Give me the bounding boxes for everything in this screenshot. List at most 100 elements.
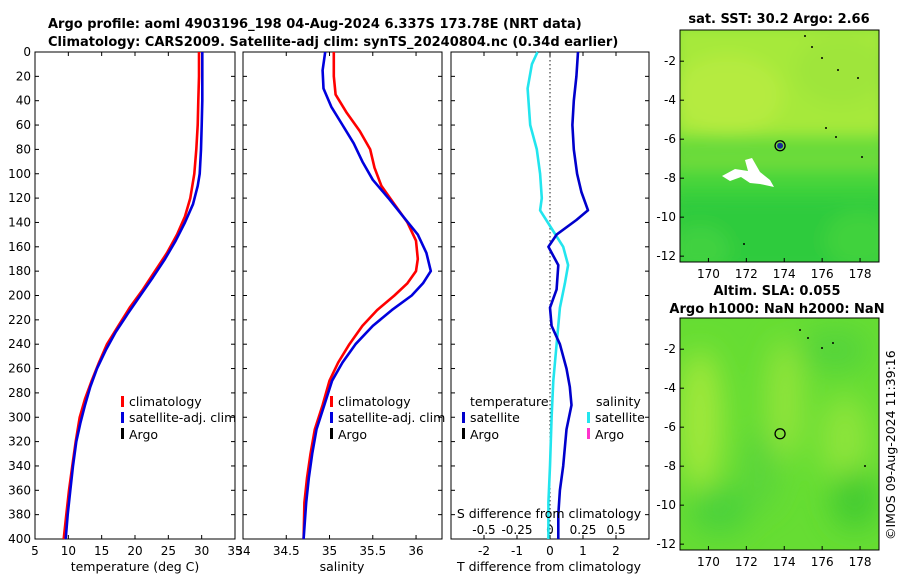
map-x-tick-label: 170 — [697, 555, 720, 569]
x-tick-label: 20 — [127, 544, 142, 558]
legend-swatch-t-argo — [462, 428, 465, 439]
legend-label-t-satellite: satellite — [470, 410, 520, 425]
satellite-salinity-line — [302, 51, 433, 540]
satellite-s-difference-line — [526, 51, 570, 539]
legend-swatch-satellite — [330, 412, 333, 423]
s-diff-tick-label: -0.5 — [472, 523, 495, 537]
map-y-tick-label: -2 — [664, 54, 676, 68]
y-tick-label: 120 — [8, 191, 31, 205]
y-tick-label: 60 — [16, 118, 31, 132]
legend-swatch-climatology — [121, 396, 124, 407]
salinity-xlabel: salinity — [320, 559, 365, 574]
map-y-tick-label: -10 — [656, 210, 676, 224]
x-tick-label: 5 — [31, 544, 39, 558]
y-tick-label: 220 — [8, 313, 31, 327]
x-tick-label: 25 — [161, 544, 176, 558]
map-y-tick-label: -12 — [656, 249, 676, 263]
figure-title-line2: Climatology: CARS2009. Satellite-adj cli… — [48, 35, 618, 50]
map-x-tick-label: 170 — [697, 267, 720, 281]
legend-label-climatology: climatology — [338, 394, 411, 409]
sla-map-field — [680, 318, 879, 550]
satellite-temperature-line — [64, 52, 204, 540]
difference-legend: temperature salinity satellite Argo sate… — [462, 394, 645, 442]
map-y-tick-label: -6 — [664, 132, 676, 146]
s-difference-label: S difference from climatology — [457, 506, 642, 521]
legend-swatch-argo — [121, 428, 124, 439]
legend-swatch-s-argo — [587, 428, 590, 439]
y-tick-label: 280 — [8, 386, 31, 400]
credit-label: ©IMOS 09-Aug-2024 11:39:16 — [883, 350, 898, 540]
y-tick-label: 360 — [8, 483, 31, 497]
map-x-tick-label: 178 — [849, 555, 872, 569]
sla-map-title-line1: Altim. SLA: 0.055 — [714, 284, 841, 299]
sla-map-title-line2: Argo h1000: NaN h2000: NaN — [669, 302, 884, 317]
legend-label-satellite: satellite-adj. clim — [129, 410, 236, 425]
legend-swatch-climatology — [330, 396, 333, 407]
y-tick-label: 160 — [8, 240, 31, 254]
x-tick-label: 2 — [612, 544, 620, 558]
x-tick-label: -2 — [478, 544, 490, 558]
sla-map-panel: Altim. SLA: 0.055 Argo h1000: NaN h2000:… — [656, 284, 884, 569]
argo-position-marker — [774, 140, 786, 152]
x-tick-label: 10 — [61, 544, 76, 558]
y-tick-label: 240 — [8, 337, 31, 351]
sst-map-panel: sat. SST: 30.2 Argo: 2.66 170 172 174 176 17… — [656, 12, 880, 281]
s-diff-tick-label: 0 — [546, 523, 554, 537]
y-tick-label: 20 — [16, 69, 31, 83]
y-tick-label: 380 — [8, 508, 31, 522]
y-tick-label: 140 — [8, 215, 31, 229]
legend-label-argo: Argo — [338, 427, 367, 442]
y-tick-label: 40 — [16, 94, 31, 108]
argo-position-marker — [774, 428, 786, 440]
legend-swatch-t-satellite — [462, 412, 465, 423]
legend-swatch-satellite — [121, 412, 124, 423]
map-y-tick-label: -12 — [656, 537, 676, 551]
legend-title-temperature: temperature — [470, 394, 549, 409]
map-y-tick-label: -4 — [664, 93, 676, 107]
s-diff-tick-label: 0.5 — [606, 523, 625, 537]
t-difference-xlabel: T difference from climatology — [456, 559, 642, 574]
y-tick-label: 100 — [8, 167, 31, 181]
salinity-panel: 34 34.5 35 35.5 36 salinity climatology sate… — [235, 51, 445, 574]
legend-label-s-argo: Argo — [595, 427, 624, 442]
y-tick-label: 400 — [8, 532, 31, 546]
y-tick-label: 260 — [8, 362, 31, 376]
legend-label-climatology: climatology — [129, 394, 202, 409]
map-y-tick-label: -2 — [664, 342, 676, 356]
sla-map-frame — [679, 317, 880, 551]
legend-label-satellite: satellite-adj. clim — [338, 410, 445, 425]
climatology-salinity-line — [302, 52, 420, 540]
s-diff-tick-label: 0.25 — [570, 523, 597, 537]
climatology-temperature-line — [62, 52, 201, 540]
map-y-tick-label: -8 — [664, 459, 676, 473]
map-x-tick-label: 176 — [811, 267, 834, 281]
map-y-tick-label: -4 — [664, 381, 676, 395]
salinity-legend: climatology satellite-adj. clim Argo — [330, 394, 445, 442]
y-tick-label: 180 — [8, 264, 31, 278]
x-tick-label: 35 — [322, 544, 337, 558]
x-tick-label: -1 — [511, 544, 523, 558]
x-tick-label: 15 — [94, 544, 109, 558]
map-y-tick-label: -6 — [664, 420, 676, 434]
legend-swatch-s-satellite — [587, 412, 590, 423]
map-y-tick-label: -8 — [664, 171, 676, 185]
map-x-tick-label: 172 — [735, 267, 758, 281]
x-tick-label: 35.5 — [359, 544, 386, 558]
sst-map-title: sat. SST: 30.2 Argo: 2.66 — [688, 12, 869, 27]
map-x-tick-label: 176 — [811, 555, 834, 569]
s-diff-tick-label: -0.25 — [501, 523, 532, 537]
temperature-panel: 0 20 40 60 80 100 120 140 160 180 200 220 240 260 280 3… — [8, 45, 243, 574]
sst-map-field — [680, 30, 879, 262]
y-tick-label: 300 — [8, 410, 31, 424]
map-y-tick-label: -10 — [656, 498, 676, 512]
legend-label-t-argo: Argo — [470, 427, 499, 442]
legend-label-argo: Argo — [129, 427, 158, 442]
legend-swatch-argo — [330, 428, 333, 439]
sst-map-frame — [679, 29, 880, 263]
x-tick-label: 34 — [235, 544, 250, 558]
difference-panel: -2 -1 0 1 2 -0.5 -0.25 0 0.25 0.5 T difference fr… — [450, 51, 650, 574]
x-tick-label: 35 — [227, 544, 242, 558]
y-tick-label: 320 — [8, 435, 31, 449]
map-x-tick-label: 174 — [773, 267, 796, 281]
